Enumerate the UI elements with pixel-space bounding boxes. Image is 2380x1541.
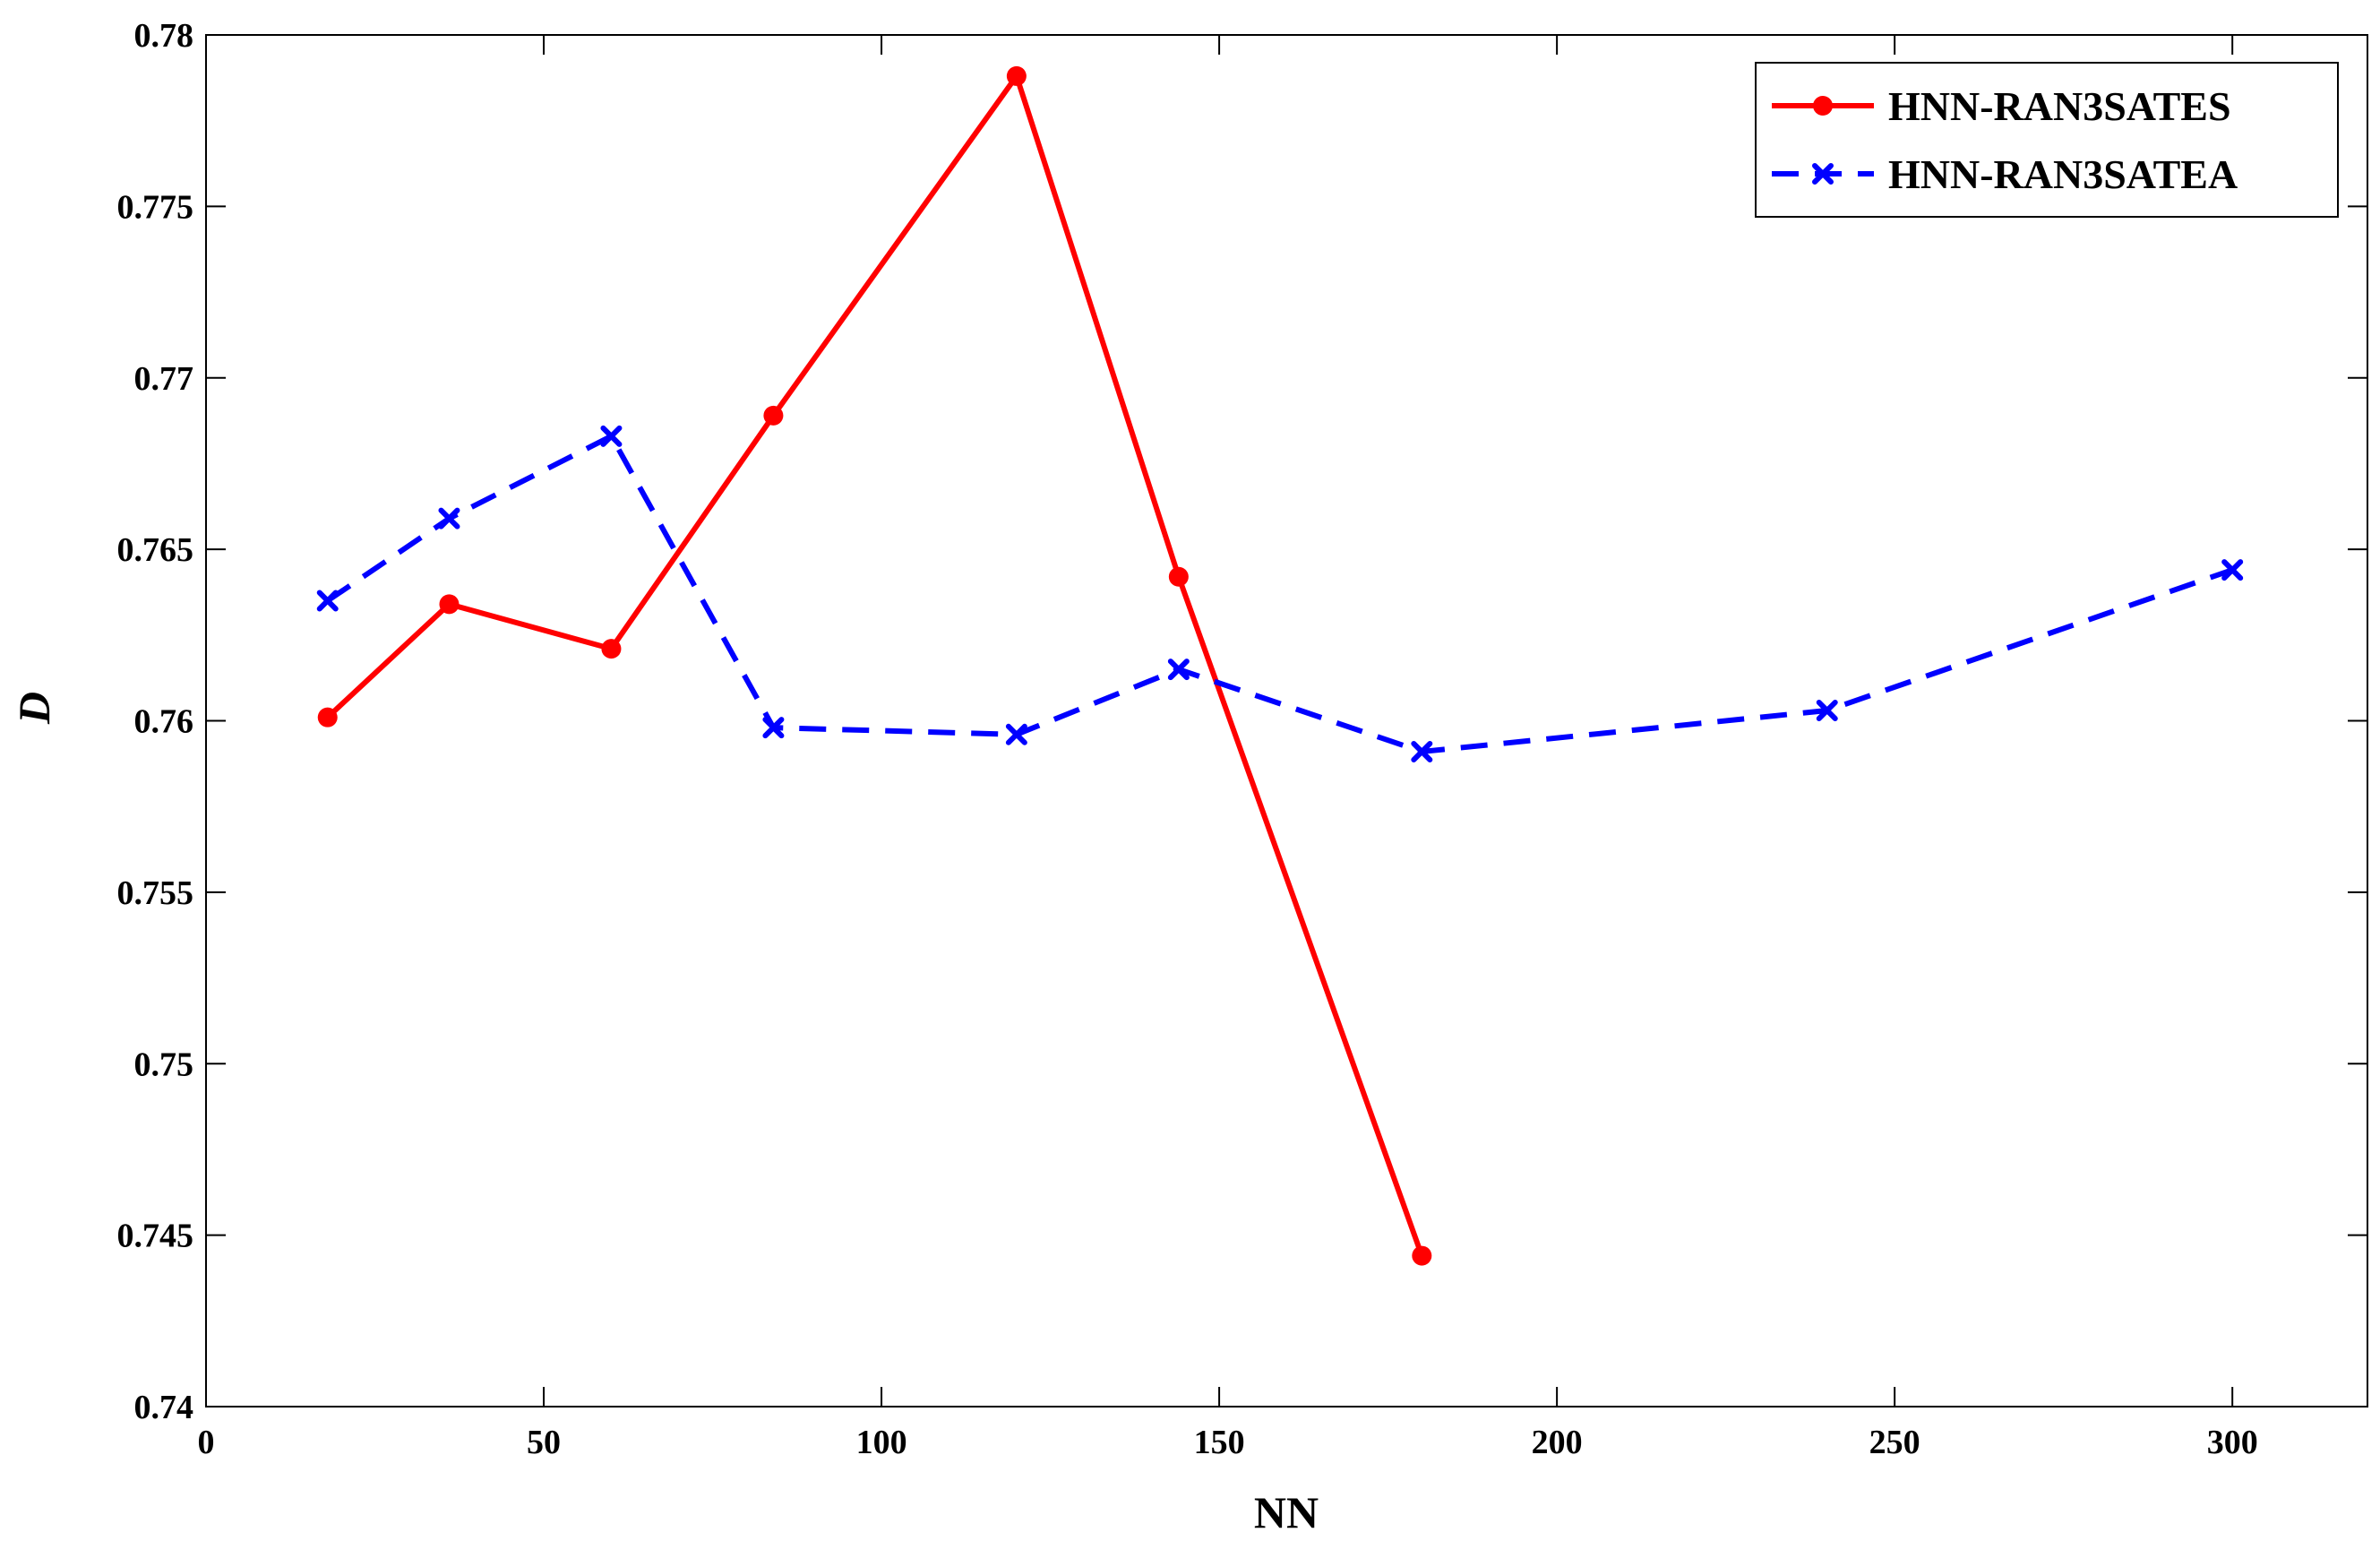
x-tick-label: 50 xyxy=(527,1424,561,1461)
data-point xyxy=(1411,740,1433,762)
y-tick-label: 0.74 xyxy=(134,1389,194,1426)
series-1 xyxy=(317,65,1432,1266)
x-axis-title: NN xyxy=(1254,1487,1319,1537)
x-tick-label: 300 xyxy=(2207,1424,2258,1461)
data-point xyxy=(1006,65,1027,86)
x-tick-label: 250 xyxy=(1869,1424,1920,1461)
data-point xyxy=(1816,700,1838,722)
legend-box xyxy=(1755,62,2339,218)
x-tick-label: 0 xyxy=(198,1424,215,1461)
x-tick-label: 100 xyxy=(856,1424,907,1461)
plot-area xyxy=(205,34,2368,1408)
data-point xyxy=(763,405,784,426)
data-point xyxy=(439,594,460,615)
legend-label: HNN-RAN3SATES xyxy=(1888,83,2231,129)
data-point xyxy=(601,639,622,659)
x-tick-label: 200 xyxy=(1532,1424,1583,1461)
data-point xyxy=(1167,659,1190,681)
data-point xyxy=(2221,559,2244,581)
y-tick-label: 0.775 xyxy=(117,188,194,226)
x-axis: 0 50 100 150 200 250 300 xyxy=(198,35,2258,1461)
y-tick-label: 0.76 xyxy=(134,703,194,741)
legend-swatch-marker xyxy=(1812,163,1834,185)
data-point xyxy=(1412,1245,1432,1266)
data-point xyxy=(1005,723,1027,745)
y-tick-label: 0.75 xyxy=(134,1046,194,1083)
data-point xyxy=(762,717,785,739)
series-2 xyxy=(316,425,2244,762)
legend-swatch-marker xyxy=(1813,96,1833,116)
data-point xyxy=(1168,566,1189,587)
y-axis-title: D xyxy=(9,692,59,725)
y-tick-label: 0.745 xyxy=(117,1218,194,1255)
y-tick-label: 0.765 xyxy=(117,531,194,569)
x-tick-label: 150 xyxy=(1194,1424,1245,1461)
data-point xyxy=(317,707,338,727)
legend-label: HNN-RAN3SATEA xyxy=(1888,151,2238,197)
series-layer xyxy=(316,65,2244,1266)
y-axis: 0.74 0.745 0.75 0.755 0.76 0.765 0.77 0.775 0.78 xyxy=(117,17,2367,1426)
y-tick-label: 0.78 xyxy=(134,17,194,55)
y-tick-label: 0.755 xyxy=(117,874,194,912)
data-point xyxy=(600,425,623,447)
y-tick-label: 0.77 xyxy=(134,360,194,398)
legend: HNN-RAN3SATES HNN-RAN3SATEA xyxy=(1755,62,2339,218)
data-point xyxy=(316,590,339,612)
data-point xyxy=(438,507,460,529)
